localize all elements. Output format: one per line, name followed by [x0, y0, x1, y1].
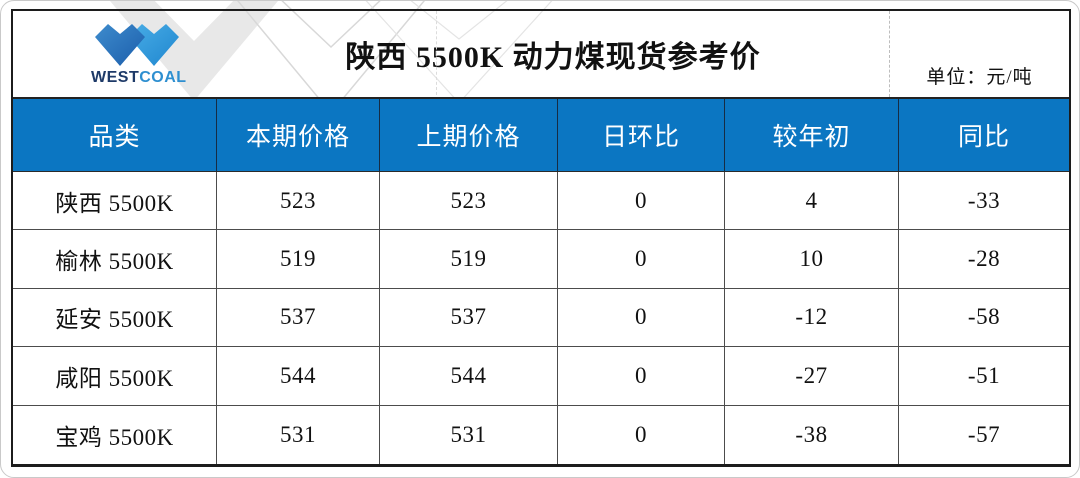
cell-category: 宝鸡 5500K — [13, 405, 217, 464]
cell-category: 延安 5500K — [13, 288, 217, 347]
logo-word-west: WEST — [91, 69, 140, 86]
unit-cell: 单位：元/吨 — [889, 11, 1069, 97]
page-title: 陕西 5500K 动力煤现货参考价 — [345, 41, 761, 74]
cell-ytd: 4 — [725, 172, 899, 230]
westcoal-logo-icon — [94, 24, 179, 66]
cell-dod: 0 — [558, 288, 725, 347]
cell-previous: 537 — [380, 288, 558, 347]
cell-current: 523 — [217, 172, 380, 230]
table-title-band: WESTCOAL 陕西 5500K 动力煤现货参考价 单位：元/吨 — [13, 11, 1069, 99]
table-row: 宝鸡 5500K 531 531 0 -38 -57 — [13, 405, 1069, 464]
cell-previous: 519 — [380, 230, 558, 288]
header-cell-ytd: 较年初 — [725, 99, 899, 171]
cell-category: 陕西 5500K — [13, 172, 217, 230]
cell-yoy: -57 — [967, 421, 1001, 447]
cell-previous: 544 — [380, 347, 558, 405]
cell-yoy: -51 — [967, 362, 1001, 388]
cell-previous: 531 — [380, 405, 558, 464]
cell-dod: 0 — [558, 405, 725, 464]
table-body: 陕西 5500K 523 523 0 4 -33 榆林 5500K 519 51… — [13, 172, 1069, 464]
cell-previous: 523 — [380, 172, 558, 230]
header-cell-current: 本期价格 — [217, 99, 380, 171]
cell-category: 榆林 5500K — [13, 230, 217, 288]
cell-current: 537 — [217, 288, 380, 347]
price-table: WESTCOAL 陕西 5500K 动力煤现货参考价 单位：元/吨 品类 本期价… — [11, 9, 1071, 467]
header-cell-dod: 日环比 — [558, 99, 725, 171]
header-cell-previous: 上期价格 — [380, 99, 558, 171]
cell-yoy: -28 — [967, 246, 1001, 272]
unit-label: 单位：元/吨 — [926, 67, 1033, 88]
cell-dod: 0 — [558, 172, 725, 230]
table-row: 咸阳 5500K 544 544 0 -27 -51 — [13, 347, 1069, 406]
cell-ytd: -12 — [725, 288, 899, 347]
table-row: 延安 5500K 537 537 0 -12 -58 — [13, 288, 1069, 348]
cell-yoy: -58 — [967, 304, 1001, 330]
cell-ytd: -38 — [725, 405, 899, 464]
cell-dod: 0 — [558, 347, 725, 405]
gridline-divider — [436, 11, 437, 95]
table-row: 陕西 5500K 523 523 0 4 -33 — [13, 172, 1069, 231]
cell-dod: 0 — [558, 230, 725, 288]
cell-yoy: -33 — [967, 187, 1001, 213]
table-header-row: 品类 本期价格 上期价格 日环比 较年初 同比 — [13, 99, 1069, 172]
logo-word-coal: COAL — [139, 69, 187, 86]
title-cell: 陕西 5500K 动力煤现货参考价 — [217, 11, 889, 97]
logo-wordmark: WESTCOAL — [91, 70, 187, 86]
cell-current: 531 — [217, 405, 380, 464]
table-row: 榆林 5500K 519 519 0 10 -28 — [13, 230, 1069, 289]
header-cell-category: 品类 — [13, 99, 217, 171]
cell-current: 519 — [217, 230, 380, 288]
logo-cell: WESTCOAL — [13, 11, 217, 97]
header-cell-yoy: 同比 — [957, 124, 1010, 151]
watermark-logo-icon — [110, 1, 553, 97]
cell-ytd: -27 — [725, 347, 899, 405]
westcoal-logo: WESTCOAL — [91, 22, 187, 86]
cell-ytd: 10 — [725, 230, 899, 288]
cell-current: 544 — [217, 347, 380, 405]
cell-category: 咸阳 5500K — [13, 347, 217, 405]
